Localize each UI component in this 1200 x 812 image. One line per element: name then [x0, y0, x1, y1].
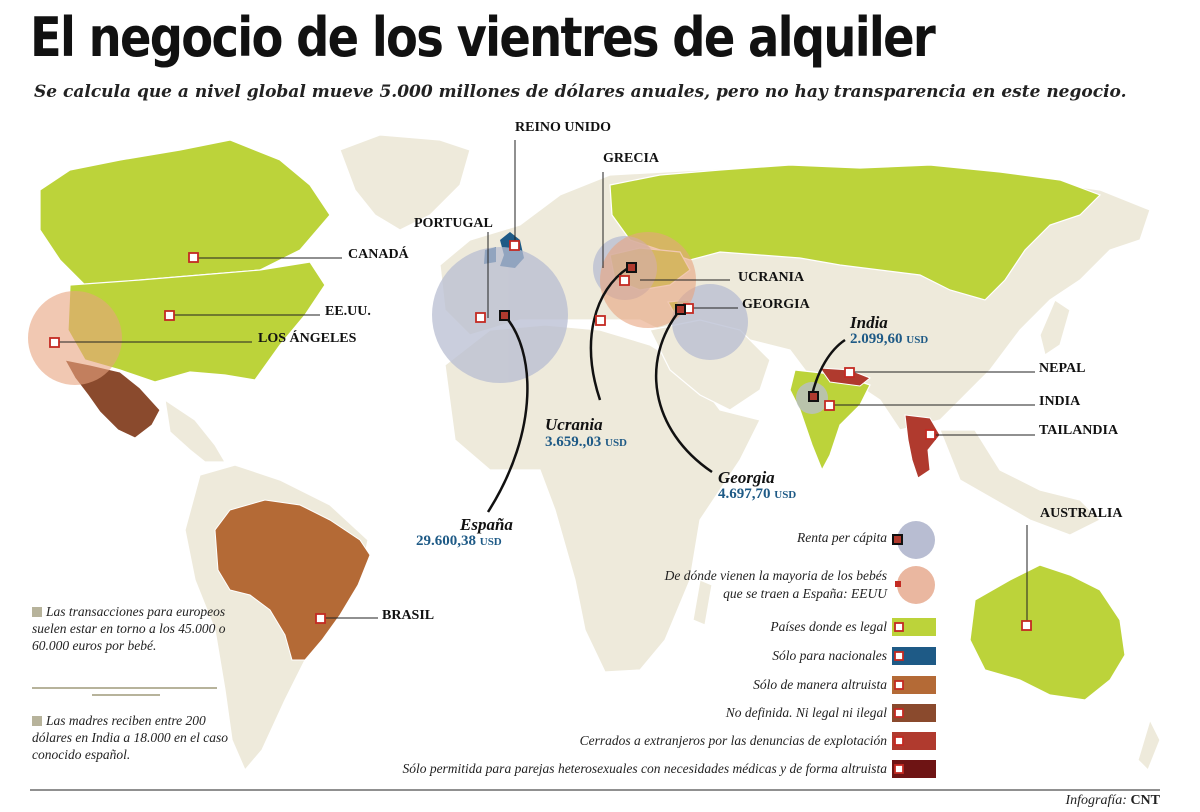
spain-dark-marker	[499, 310, 510, 321]
legend-origen-circle	[897, 566, 935, 604]
legend-altruista-label: Sólo de manera altruista	[753, 677, 887, 692]
brazil-shape	[214, 499, 371, 661]
southeast-asia	[939, 429, 1102, 536]
india-marker	[824, 400, 835, 411]
label-nepal: NEPAL	[1039, 361, 1086, 376]
renta-name-georgia: Georgia	[718, 468, 775, 487]
madagascar	[692, 579, 713, 626]
note-bullet	[32, 607, 42, 617]
label-canada: CANADÁ	[348, 247, 409, 262]
legend-legal-label: Países donde es legal	[770, 619, 887, 634]
russia-shape	[609, 164, 1102, 301]
new-zealand	[1137, 718, 1161, 772]
label-australia: AUSTRALIA	[1040, 506, 1123, 521]
la-marker	[49, 337, 60, 348]
label-brasil: BRASIL	[382, 608, 435, 623]
india-dark-marker	[808, 391, 819, 402]
note-bullet	[32, 716, 42, 726]
label-india: INDIA	[1039, 394, 1081, 409]
georgia-dark-marker	[675, 304, 686, 315]
label-eeuu: EE.UU.	[325, 304, 371, 319]
label-grecia: GRECIA	[603, 151, 660, 166]
brasil-marker	[315, 613, 326, 624]
label-portugal: PORTUGAL	[414, 216, 493, 231]
portugal-marker	[475, 312, 486, 323]
note-madres: Las madres reciben entre 200 dólares en …	[32, 713, 228, 762]
legend-nodefinida-label: No definida. Ni legal ni ilegal	[725, 705, 887, 720]
australia-shape	[969, 564, 1126, 701]
label-georgia: GEORGIA	[742, 297, 810, 312]
legend-nacionales-label: Sólo para nacionales	[772, 648, 887, 663]
label-los-angeles: LOS ÁNGELES	[258, 331, 357, 346]
canada-marker	[188, 252, 199, 263]
la-origen-circle	[28, 291, 122, 385]
canada-shape	[39, 139, 331, 286]
nepal-marker	[844, 367, 855, 378]
renta-value-ucrania: 3.659.,03 USD	[545, 434, 628, 450]
legend-origen-label: De dónde vienen la mayoria de los bebés …	[664, 568, 887, 601]
thailand-shape	[904, 414, 941, 479]
legend-cerrados-label: Cerrados a extranjeros por las denuncias…	[579, 733, 887, 748]
legend-renta-circle	[897, 521, 935, 559]
japan	[1039, 299, 1071, 356]
renta-value-georgia: 4.697,70 USD	[718, 486, 797, 502]
africa	[444, 324, 761, 673]
renta-value-india: 2.099,60 USD	[850, 331, 929, 347]
renta-name-ucrania: Ucrania	[545, 415, 603, 434]
thailand-marker	[925, 429, 936, 440]
greenland	[339, 134, 471, 231]
greece-marker	[595, 315, 606, 326]
note-transacciones: Las transacciones para europeos suelen e…	[32, 604, 226, 653]
renta-value-espana: 29.600,38 USD	[416, 533, 502, 549]
page-subtitle: Se calcula que a nivel global mueve 5.00…	[34, 82, 1127, 102]
legend-hetero-label: Sólo permitida para parejas heterosexual…	[402, 761, 887, 776]
renta-name-india: India	[850, 313, 888, 332]
renta-name-espana: España	[460, 515, 513, 534]
page-title: El negocio de los vientres de alquiler	[30, 6, 936, 69]
credit: Infografía: CNT	[1065, 793, 1160, 808]
uk-marker	[509, 240, 520, 251]
australia-marker	[1021, 620, 1032, 631]
eeuu-marker	[164, 310, 175, 321]
ukraine-dark-marker	[626, 262, 637, 273]
label-tailandia: TAILANDIA	[1039, 423, 1119, 438]
central-america	[164, 398, 227, 463]
ukraine-marker	[619, 275, 630, 286]
georgia-renta-circle	[672, 284, 748, 360]
label-ucrania: UCRANIA	[738, 270, 805, 285]
legend-renta-label: Renta per cápita	[797, 530, 887, 545]
label-reino-unido: REINO UNIDO	[515, 120, 612, 135]
